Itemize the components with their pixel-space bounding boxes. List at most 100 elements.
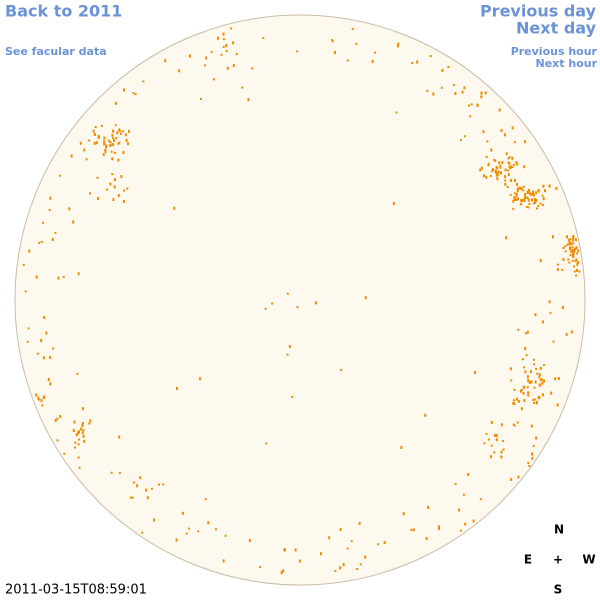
facula <box>132 92 135 95</box>
facula <box>215 528 217 531</box>
next-hour-link[interactable]: Next hour <box>536 57 598 70</box>
facula <box>561 306 564 309</box>
facula <box>513 399 515 402</box>
facula <box>42 221 45 224</box>
facula <box>502 448 505 451</box>
facula <box>575 246 578 250</box>
facula <box>489 175 492 177</box>
facula <box>117 142 120 145</box>
facula <box>286 353 289 356</box>
facula <box>342 563 345 567</box>
facula <box>489 455 492 459</box>
facula <box>93 141 96 145</box>
facula <box>577 249 580 253</box>
facula <box>175 538 178 542</box>
facula <box>569 242 572 246</box>
facula <box>232 41 235 45</box>
facula <box>72 220 75 224</box>
facula <box>93 133 96 136</box>
facula <box>535 191 538 195</box>
facula <box>371 59 374 63</box>
facula <box>82 434 85 438</box>
facula <box>541 194 544 197</box>
facula <box>271 302 274 305</box>
facula <box>189 54 191 58</box>
facula <box>458 508 460 512</box>
facula <box>119 130 122 133</box>
facula <box>496 177 499 181</box>
facula <box>539 259 542 263</box>
facula <box>416 60 419 64</box>
facula <box>572 256 575 259</box>
facula <box>518 399 520 403</box>
facula <box>331 39 334 42</box>
faculae <box>22 27 581 575</box>
facula <box>497 170 500 174</box>
facula <box>40 399 43 403</box>
facula <box>536 207 538 210</box>
facula <box>570 330 573 334</box>
facula <box>122 151 125 155</box>
facula <box>532 398 535 401</box>
facula <box>102 153 105 157</box>
facula <box>552 235 554 239</box>
facula <box>56 417 59 420</box>
facula <box>556 403 559 407</box>
facula <box>506 186 509 189</box>
facula <box>516 183 519 186</box>
facula <box>555 187 558 191</box>
facula <box>472 519 475 523</box>
previous-hour-link[interactable]: Previous hour <box>511 45 598 58</box>
facula <box>513 192 516 195</box>
facula <box>217 36 219 40</box>
facula <box>542 204 544 206</box>
facula <box>122 199 125 203</box>
facula <box>485 432 488 435</box>
facula <box>499 166 502 169</box>
facula <box>459 139 462 142</box>
facula <box>534 198 536 201</box>
facula <box>496 173 499 175</box>
facula <box>120 175 123 179</box>
facula <box>556 268 559 271</box>
facula <box>162 483 165 486</box>
facula <box>523 366 525 369</box>
facula <box>128 129 130 133</box>
facula <box>516 162 519 166</box>
facula <box>88 422 91 425</box>
facula <box>123 189 125 192</box>
facula <box>520 199 523 203</box>
facula <box>528 202 531 205</box>
facula <box>535 436 538 440</box>
facula <box>40 240 43 243</box>
facula <box>346 59 349 62</box>
facula <box>320 552 322 556</box>
previous-day-link[interactable]: Previous day <box>480 2 597 21</box>
facula <box>482 130 485 134</box>
facula <box>533 363 536 366</box>
facula <box>123 88 125 92</box>
facula <box>535 198 538 202</box>
facula <box>111 157 114 161</box>
facula <box>314 301 317 305</box>
facula <box>222 559 225 563</box>
facula <box>521 388 523 391</box>
facula <box>78 438 81 441</box>
facula <box>513 402 516 406</box>
next-day-link[interactable]: Next day <box>516 19 597 38</box>
facula <box>480 166 483 170</box>
back-link[interactable]: Back to 2011 <box>5 2 122 21</box>
facula <box>438 526 440 530</box>
facula <box>539 384 542 387</box>
facula <box>572 242 575 245</box>
facula <box>339 566 341 570</box>
facula <box>510 477 513 481</box>
facula <box>424 413 427 417</box>
facula <box>494 434 497 437</box>
facula <box>527 391 530 395</box>
facula <box>56 439 59 442</box>
facular-link[interactable]: See facular data <box>5 45 107 58</box>
facula <box>207 521 210 525</box>
facula <box>340 369 343 371</box>
facula <box>525 196 528 199</box>
